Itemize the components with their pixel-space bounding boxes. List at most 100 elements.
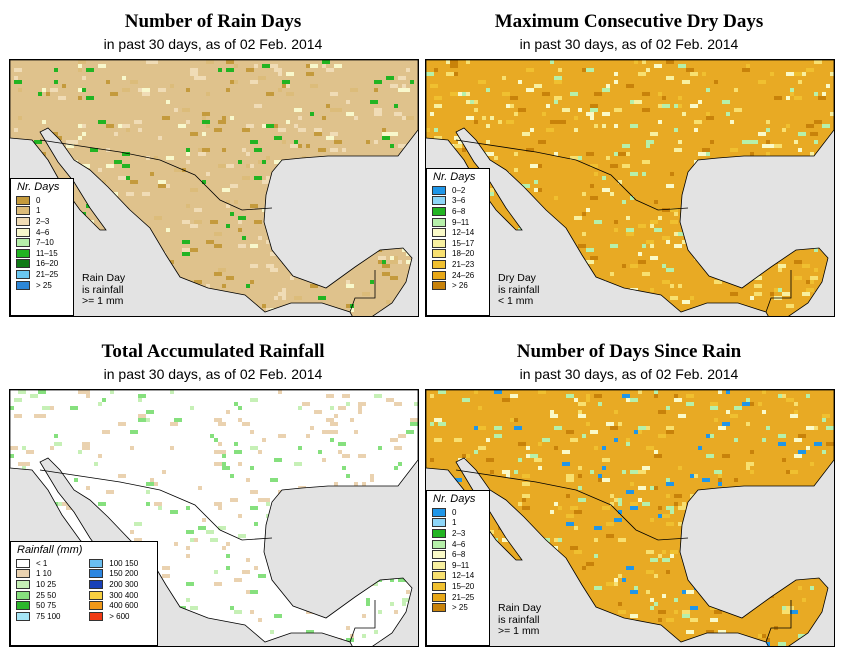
map-cell	[374, 88, 378, 92]
legend-swatch	[89, 558, 104, 568]
map-cell	[410, 156, 414, 160]
map-cell	[222, 462, 226, 466]
map-cell	[282, 180, 290, 184]
map-cell	[282, 498, 286, 502]
map-cell	[578, 474, 582, 478]
map-cell	[78, 88, 82, 92]
map-cell	[678, 466, 682, 470]
map-cell	[758, 264, 762, 268]
map-cell	[114, 160, 122, 164]
map-cell	[534, 554, 538, 558]
legend-swatch	[16, 227, 30, 237]
map-cell	[746, 538, 754, 542]
map-cell	[318, 498, 322, 502]
map-cell	[358, 406, 362, 410]
map-cell	[698, 100, 702, 104]
map-cell	[674, 212, 678, 216]
map-cell	[526, 252, 534, 256]
map-cell	[14, 128, 18, 132]
map-cell	[126, 268, 134, 272]
map-cell	[362, 634, 366, 638]
map-cell	[310, 562, 314, 566]
map-cell	[646, 140, 654, 144]
map-cell	[182, 108, 190, 112]
map-cell	[710, 402, 718, 406]
map-cell	[334, 482, 338, 486]
map-cell	[310, 606, 314, 610]
map-cell	[466, 92, 470, 96]
map-cell	[130, 430, 138, 434]
map-cell	[126, 260, 134, 264]
map-cell	[578, 410, 582, 414]
map-cell	[410, 304, 418, 308]
map-cell	[146, 60, 150, 64]
map-cell	[10, 406, 14, 410]
map-cell	[798, 562, 806, 566]
map-cell	[266, 308, 270, 312]
map-cell	[506, 104, 510, 108]
map-cell	[618, 538, 626, 542]
map-cell	[138, 394, 146, 398]
legend-swatch	[432, 238, 446, 248]
map-cell	[358, 184, 362, 188]
map-cell	[554, 264, 558, 268]
map-cell	[166, 228, 170, 232]
map-cell	[814, 268, 818, 272]
map-cell	[662, 594, 666, 598]
map-cell	[782, 128, 786, 132]
map-cell	[222, 284, 226, 288]
map-cell	[190, 72, 198, 76]
map-cell	[126, 124, 130, 128]
map-cell	[342, 458, 346, 462]
map-cell	[26, 510, 34, 514]
map-cell	[14, 518, 18, 522]
map-cell	[558, 538, 562, 542]
map-cell	[674, 494, 682, 498]
map-cell	[598, 308, 602, 312]
map-cell	[730, 526, 738, 530]
map-cell	[118, 176, 126, 180]
map-cell	[402, 116, 406, 120]
map-cell	[706, 256, 714, 260]
map-cell	[618, 502, 622, 506]
legend-row: 4–6	[427, 539, 489, 550]
map-cell	[278, 434, 286, 438]
map-cell	[122, 260, 130, 264]
map-cell	[498, 510, 502, 514]
map-cell	[566, 514, 574, 518]
map-cell	[346, 176, 350, 180]
map-cell	[302, 402, 310, 406]
map-cell	[562, 276, 566, 280]
map-cell	[190, 566, 198, 570]
map-cell	[10, 156, 14, 160]
legend-row: < 1	[16, 558, 79, 569]
map-cell	[810, 276, 818, 280]
map-cell	[682, 240, 686, 244]
map-cell	[214, 634, 218, 638]
legend-row: 9–11	[427, 217, 489, 228]
map-cell	[386, 502, 390, 506]
map-cell	[794, 96, 802, 100]
map-cell	[222, 116, 226, 120]
map-cell	[306, 434, 310, 438]
map-cell	[30, 518, 38, 522]
map-cell	[198, 208, 202, 212]
map-cell	[514, 152, 518, 156]
map-cell	[302, 176, 306, 180]
map-cell	[638, 426, 646, 430]
map-cell	[582, 212, 586, 216]
legend-row: 100 150	[89, 558, 157, 569]
map-cell	[158, 506, 162, 510]
map-cell	[30, 486, 34, 490]
map-cell	[162, 116, 170, 120]
map-cell	[314, 132, 318, 136]
map-cell	[206, 124, 210, 128]
map-cell	[694, 642, 698, 646]
map-cell	[538, 582, 546, 586]
map-cell	[618, 422, 622, 426]
map-cell	[414, 522, 418, 526]
map-cell	[394, 104, 398, 108]
map-cell	[290, 462, 294, 466]
legend-swatch	[432, 592, 446, 602]
map-cell	[218, 268, 226, 272]
